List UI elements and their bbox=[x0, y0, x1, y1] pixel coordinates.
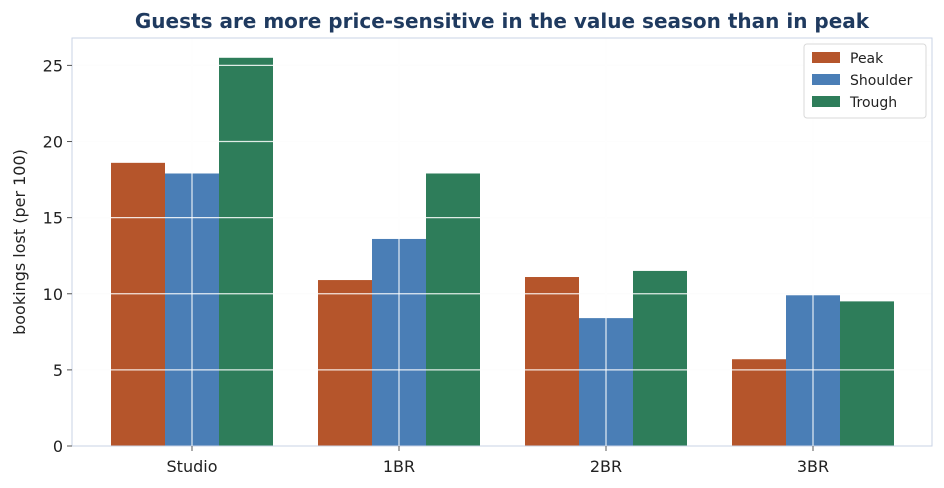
y-tick-label: 5 bbox=[53, 361, 63, 380]
bar-peak-3br bbox=[732, 359, 786, 446]
bar-trough-1br bbox=[426, 173, 480, 446]
bar-trough-studio bbox=[219, 57, 273, 446]
plot-area: 0 5 10 15 20 25 Studio 1BR 2BR 3BR bbox=[43, 37, 933, 476]
y-tick-label: 25 bbox=[43, 56, 63, 75]
x-tick-label: Studio bbox=[167, 457, 218, 476]
y-tick-label: 10 bbox=[43, 285, 63, 304]
legend-swatch-shoulder bbox=[812, 74, 840, 85]
y-tick-label: 20 bbox=[43, 133, 63, 152]
bar-peak-2br bbox=[525, 277, 579, 446]
y-axis-label: bookings lost (per 100) bbox=[10, 149, 29, 335]
bar-trough-2br bbox=[633, 270, 687, 446]
x-tick-label: 3BR bbox=[797, 457, 829, 476]
legend-swatch-peak bbox=[812, 52, 840, 63]
axes-frame bbox=[71, 37, 933, 447]
y-tick-label: 0 bbox=[53, 437, 63, 456]
chart-title: Guests are more price-sensitive in the v… bbox=[135, 9, 870, 33]
y-tick-label: 15 bbox=[43, 209, 63, 228]
legend: Peak Shoulder Trough bbox=[803, 43, 927, 119]
bar-peak-studio bbox=[111, 162, 165, 446]
legend-label-trough: Trough bbox=[849, 95, 897, 111]
x-tick-label: 2BR bbox=[590, 457, 622, 476]
legend-swatch-trough bbox=[812, 96, 840, 107]
bar-peak-1br bbox=[318, 280, 372, 446]
legend-label-peak: Peak bbox=[850, 51, 884, 67]
x-tick-label: 1BR bbox=[383, 457, 415, 476]
bar-trough-3br bbox=[840, 301, 894, 446]
grid-front bbox=[72, 38, 932, 446]
legend-label-shoulder: Shoulder bbox=[850, 73, 913, 89]
